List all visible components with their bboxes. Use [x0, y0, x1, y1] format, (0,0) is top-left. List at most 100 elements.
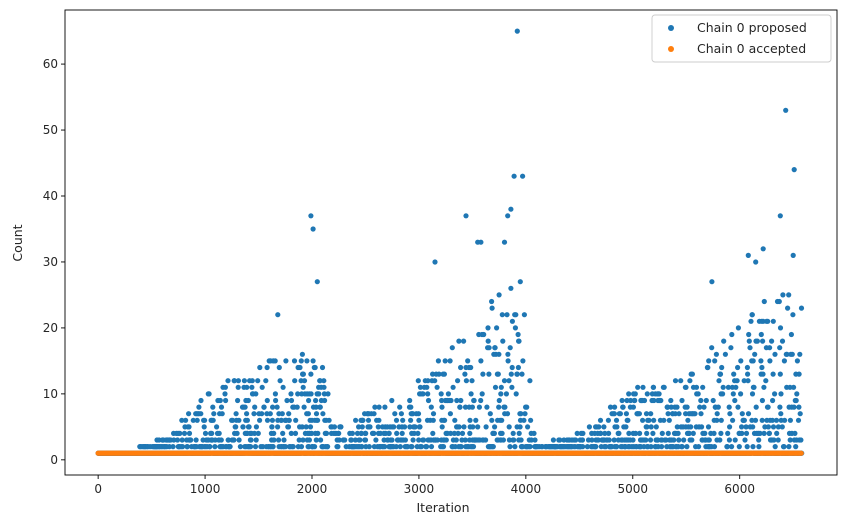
proposed-point [271, 430, 277, 436]
proposed-point [750, 444, 756, 450]
x-axis-label: Iteration [416, 500, 469, 515]
proposed-point [651, 417, 657, 423]
proposed-point [485, 338, 491, 344]
proposed-point [373, 437, 379, 443]
proposed-point [744, 364, 751, 371]
proposed-point [312, 444, 318, 450]
plot-area [65, 10, 837, 475]
proposed-point [397, 444, 403, 450]
proposed-point [739, 411, 745, 417]
proposed-point [479, 391, 485, 397]
proposed-point [703, 397, 709, 404]
y-tick-label: 0 [50, 453, 58, 467]
proposed-point [439, 424, 445, 430]
proposed-point [362, 437, 369, 443]
proposed-point [292, 430, 299, 436]
proposed-point [679, 397, 685, 404]
proposed-point [761, 298, 767, 305]
proposed-point [447, 358, 453, 364]
proposed-point [244, 417, 250, 423]
proposed-point [400, 417, 406, 423]
proposed-point [306, 437, 312, 443]
proposed-point [641, 397, 648, 404]
proposed-point [439, 397, 445, 404]
proposed-point [783, 107, 789, 113]
proposed-point [295, 391, 301, 397]
proposed-point [449, 345, 455, 351]
proposed-point [288, 397, 295, 404]
proposed-point [796, 371, 802, 377]
proposed-point [614, 424, 620, 430]
proposed-point [505, 351, 511, 357]
proposed-point [659, 430, 665, 436]
proposed-point [706, 358, 712, 364]
proposed-point [417, 384, 423, 390]
proposed-point [712, 358, 718, 364]
proposed-point [415, 378, 421, 384]
x-tick-label: 4000 [511, 482, 542, 496]
proposed-point [605, 417, 612, 423]
proposed-point [389, 437, 395, 443]
proposed-point [430, 430, 436, 436]
proposed-point [781, 358, 788, 364]
proposed-point [452, 417, 458, 423]
proposed-point [717, 371, 724, 377]
proposed-point [222, 391, 228, 397]
proposed-point [308, 391, 314, 397]
proposed-point [744, 444, 750, 450]
proposed-point [734, 378, 740, 384]
proposed-point [763, 378, 769, 384]
proposed-point [267, 411, 273, 417]
proposed-point [601, 424, 607, 430]
proposed-point [331, 424, 338, 430]
proposed-point [483, 437, 489, 443]
proposed-point [489, 417, 495, 423]
proposed-point [718, 417, 724, 423]
proposed-point [769, 338, 775, 344]
proposed-point [439, 404, 445, 410]
proposed-point [716, 378, 722, 384]
proposed-point [461, 424, 467, 430]
proposed-point [358, 430, 364, 436]
proposed-point [784, 351, 790, 357]
proposed-point [376, 417, 382, 423]
proposed-point [628, 397, 634, 404]
proposed-point [684, 444, 690, 450]
proposed-point [348, 437, 354, 443]
proposed-point [611, 411, 618, 417]
proposed-point [729, 331, 735, 338]
proposed-point [505, 358, 511, 364]
proposed-point [522, 411, 528, 417]
proposed-point [486, 371, 492, 377]
proposed-point [186, 411, 192, 417]
proposed-point [402, 437, 408, 443]
proposed-point [298, 358, 304, 364]
proposed-point [749, 391, 756, 397]
proposed-point [416, 437, 422, 443]
proposed-point [492, 384, 499, 390]
proposed-point [475, 424, 481, 430]
proposed-point [511, 437, 517, 443]
proposed-point [257, 364, 263, 371]
proposed-point [231, 378, 237, 384]
proposed-point [234, 430, 240, 436]
proposed-point [296, 437, 302, 443]
proposed-point [407, 424, 413, 430]
proposed-point [690, 430, 696, 436]
proposed-point [606, 430, 612, 436]
proposed-point [528, 437, 535, 443]
proposed-point [738, 358, 744, 364]
proposed-point [272, 358, 278, 364]
proposed-point [298, 444, 305, 450]
y-tick-label: 40 [43, 189, 58, 203]
proposed-point [516, 338, 522, 344]
proposed-point [275, 312, 281, 318]
proposed-point [648, 411, 654, 417]
proposed-point [750, 424, 756, 430]
proposed-point [518, 437, 524, 443]
x-tick-label: 2000 [297, 482, 328, 496]
proposed-point [269, 424, 275, 430]
proposed-point [727, 424, 733, 430]
proposed-point [263, 378, 269, 384]
proposed-point [661, 384, 667, 390]
